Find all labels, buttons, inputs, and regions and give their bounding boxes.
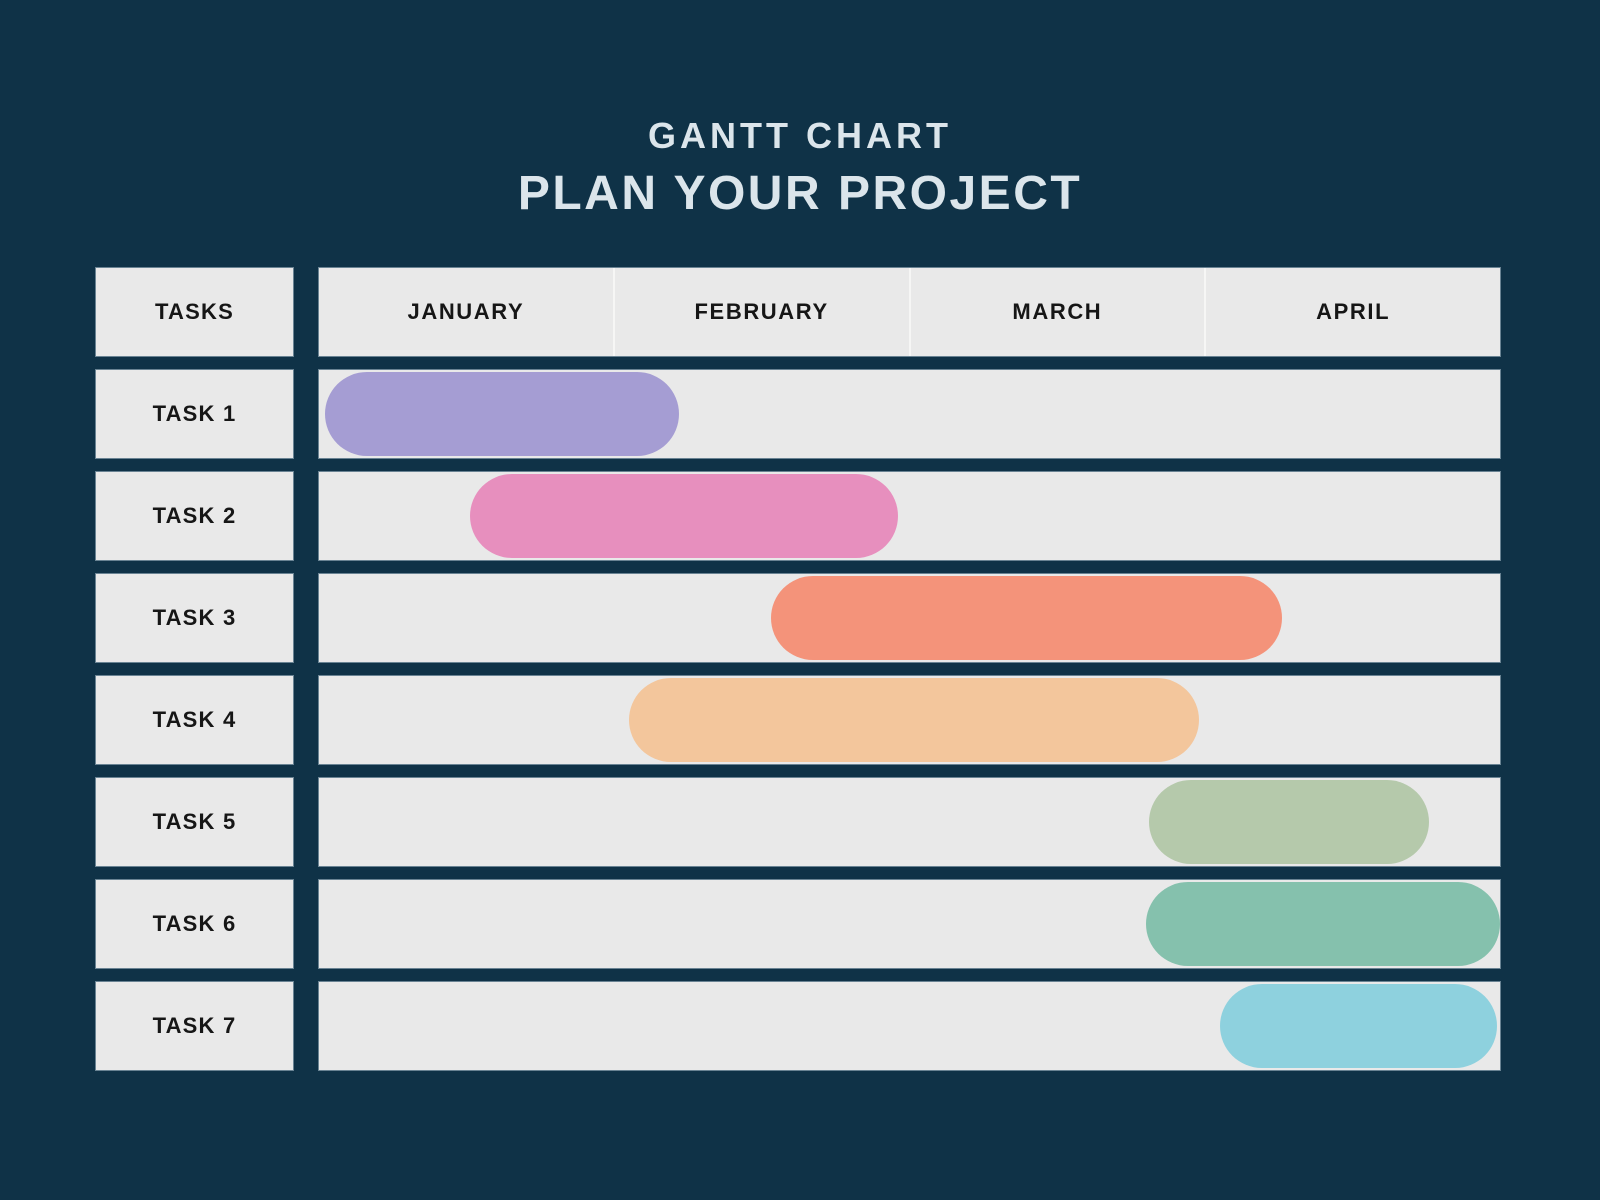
month-header-track: JANUARY FEBRUARY MARCH APRIL [319, 268, 1500, 356]
task-track-2 [319, 472, 1500, 560]
page-title: GANTT CHART [648, 115, 952, 156]
task-track-7 [319, 982, 1500, 1070]
task-bar-5 [1148, 780, 1430, 864]
task-bar-7 [1219, 984, 1498, 1068]
task-label-4: TASK 4 [96, 676, 293, 764]
task-track-3 [319, 574, 1500, 662]
task-label-1: TASK 1 [96, 370, 293, 458]
header: GANTT CHART PLAN YOUR PROJECT [0, 114, 1600, 224]
task-bar-4 [629, 678, 1199, 762]
task-track-5 [319, 778, 1500, 866]
month-header-march: MARCH [908, 268, 1205, 356]
tasks-column-header: TASKS [96, 268, 293, 356]
gantt-row-4: TASK 4 [96, 676, 1500, 764]
task-label-7: TASK 7 [96, 982, 293, 1070]
task-bar-6 [1145, 882, 1500, 966]
gantt-row-2: TASK 2 [96, 472, 1500, 560]
task-bar-2 [469, 474, 898, 558]
gantt-header-row: TASKS JANUARY FEBRUARY MARCH APRIL [96, 268, 1500, 356]
month-header-april: APRIL [1204, 268, 1500, 356]
page-subtitle: PLAN YOUR PROJECT [517, 167, 1083, 220]
gantt-rows: TASK 1 TASK 2 TASK 3 TASK 4 TASK 5 TASK 6 TASK… [96, 370, 1500, 1070]
month-header-january: JANUARY [407, 299, 525, 324]
task-label-5: TASK 5 [96, 778, 293, 866]
task-track-4 [319, 676, 1500, 764]
task-track-1 [319, 370, 1500, 458]
task-label-3: TASK 3 [96, 574, 293, 662]
task-bar-3 [770, 576, 1282, 660]
gantt-row-5: TASK 5 [96, 778, 1500, 866]
gantt-row-1: TASK 1 [96, 370, 1500, 458]
task-bar-1 [324, 372, 680, 456]
gantt-chart: TASKS JANUARY FEBRUARY MARCH APRIL TASK 1 TA… [96, 268, 1500, 1070]
gantt-row-3: TASK 3 [96, 574, 1500, 662]
task-track-6 [319, 880, 1500, 968]
task-label-6: TASK 6 [96, 880, 293, 968]
month-header-february: FEBRUARY [612, 268, 909, 356]
task-label-2: TASK 2 [96, 472, 293, 560]
gantt-row-6: TASK 6 [96, 880, 1500, 968]
gantt-row-7: TASK 7 [96, 982, 1500, 1070]
